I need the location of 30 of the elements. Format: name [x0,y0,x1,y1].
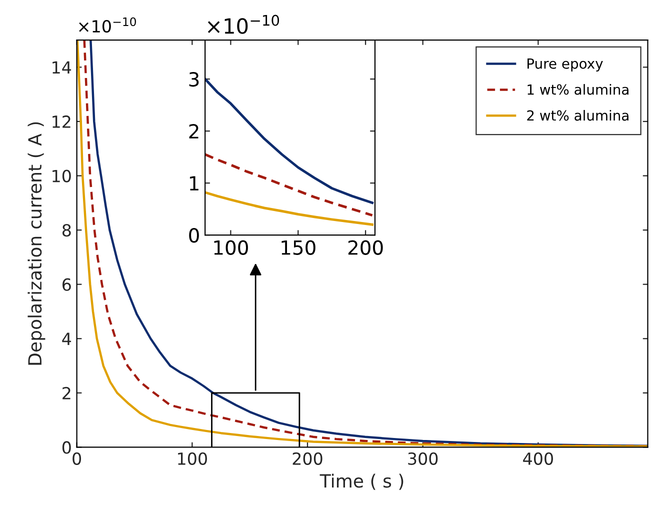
text: ×10$^{−10}$ [79,17,136,33]
line-series [205,191,374,226]
text: ×10$^{−10}$ [208,14,280,34]
y-tick-label: 10 [52,170,71,182]
y-tick-label: 1 [190,176,198,190]
y-tick-label: 14 [52,61,72,74]
x-tick-label: 100 [178,452,207,465]
y-tick-label: 0 [62,441,71,454]
y-tick-label: 0 [189,228,199,243]
y-tick-label: 3 [189,72,199,87]
x-tick-label: 200 [348,240,383,255]
y-axis-title: Depolarization current ( A ) [28,122,46,365]
y-tick-label: 2 [62,386,70,400]
y-tick-label: 2 [189,124,198,138]
y-tick-label: 12 [52,115,70,128]
line-series [205,78,374,204]
legend-label: Pure epoxy [528,58,603,72]
x-tick-label: 0 [72,452,82,465]
x-axis-title: Time ( s ) [320,474,404,490]
x-tick-label: 200 [292,452,322,465]
x-tick-label: 150 [282,240,316,255]
y-tick-label: 8 [62,224,71,237]
legend-label: 1 wt% alumina [528,84,628,95]
x-tick-label: 400 [523,452,553,465]
legend-label: 2 wt% alumina [527,110,628,121]
x-tick-label: 300 [408,452,438,465]
y-tick-label: 6 [62,278,71,291]
y-tick-label: 4 [62,332,72,345]
x-tick-label: 100 [214,240,248,255]
line-series [205,153,374,217]
